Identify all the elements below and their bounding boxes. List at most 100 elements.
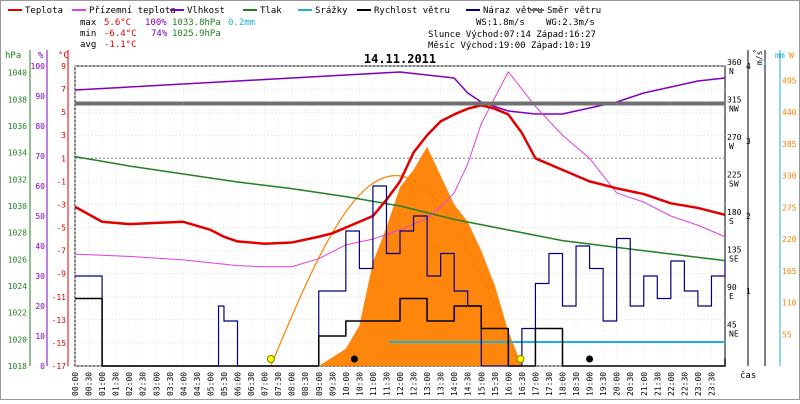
time-tick-5: 02:30 <box>139 372 148 396</box>
deg-unit: ° <box>752 49 757 58</box>
time-tick-4: 02:00 <box>125 372 134 396</box>
time-tick-23: 11:30 <box>382 372 391 396</box>
sunset-marker <box>516 355 525 363</box>
time-tick-9: 04:30 <box>193 372 202 396</box>
pct-tick-10: 0 <box>40 362 45 371</box>
temp-tick-9: -9 <box>56 270 66 279</box>
hpa-tick-5: 1030 <box>8 202 27 211</box>
time-tick-18: 09:00 <box>315 372 324 396</box>
temp-unit: °C <box>58 51 69 61</box>
w-unit: W <box>789 51 794 60</box>
time-tick-11: 05:30 <box>220 372 229 396</box>
hpa-unit: hPa <box>5 51 21 61</box>
hpa-tick-1: 1038 <box>8 95 27 104</box>
time-tick-2: 01:00 <box>98 372 107 396</box>
deg-dir-0: N <box>729 67 734 76</box>
w-tick-6: 165 <box>782 267 797 276</box>
time-tick-36: 18:00 <box>559 372 568 396</box>
time-tick-46: 23:00 <box>694 372 703 396</box>
plot-group <box>74 71 726 367</box>
ms-tick-3: 1 <box>746 287 751 296</box>
temperature-line <box>74 103 726 245</box>
stat-min-label: min <box>80 29 96 39</box>
moonset-marker <box>350 355 358 363</box>
time-tick-16: 08:00 <box>288 372 297 396</box>
time-tick-14: 07:00 <box>261 372 270 396</box>
time-tick-44: 22:00 <box>667 372 676 396</box>
hpa-tick-0: 1040 <box>8 69 27 78</box>
stat-avg-label: avg <box>80 40 96 50</box>
pct-tick-5: 50 <box>35 212 45 221</box>
pct-unit: % <box>38 51 44 61</box>
deg-tick-2: 270 <box>727 133 742 142</box>
pct-tick-0: 100 <box>31 62 46 71</box>
w-tick-1: 440 <box>782 108 797 117</box>
time-tick-22: 11:00 <box>369 372 378 396</box>
legend-label-6: Náraz větru <box>483 6 543 16</box>
time-tick-3: 01:30 <box>112 372 121 396</box>
legend-label-1: Přízemní teplota <box>89 6 176 16</box>
info-ws: WS:1.8m/s <box>476 18 525 28</box>
temp-tick-10: -11 <box>52 293 67 302</box>
chart-title: 14.11.2011 <box>364 52 436 66</box>
moonrise-marker <box>586 355 594 363</box>
hpa-tick-4: 1032 <box>8 175 27 184</box>
deg-tick-6: 90 <box>727 283 737 292</box>
pct-tick-8: 20 <box>35 302 45 311</box>
hpa-tick-11: 1018 <box>8 362 27 371</box>
ms-tick-1: 3 <box>746 137 751 146</box>
time-tick-47: 23:30 <box>707 372 716 396</box>
time-tick-31: 15:30 <box>491 372 500 396</box>
time-tick-17: 08:30 <box>301 372 310 396</box>
temp-tick-2: 5 <box>61 108 66 117</box>
stat-min-hum: 74% <box>151 29 168 39</box>
hpa-tick-3: 1034 <box>8 149 27 158</box>
time-tick-28: 14:00 <box>450 372 459 396</box>
pct-tick-3: 70 <box>35 152 45 161</box>
ms-unit: m/s <box>755 50 764 65</box>
pct-tick-7: 30 <box>35 272 45 281</box>
stat-max-press: 1033.8hPa <box>172 18 221 28</box>
w-tick-4: 275 <box>782 203 797 212</box>
time-tick-13: 06:30 <box>247 372 256 396</box>
hpa-tick-7: 1026 <box>8 255 27 264</box>
legend-label-4: Srážky <box>315 6 348 16</box>
mm-tick-0: 1 <box>762 59 767 68</box>
time-tick-43: 21:30 <box>653 372 662 396</box>
time-tick-27: 13:30 <box>437 372 446 396</box>
hpa-tick-2: 1036 <box>8 122 27 131</box>
temp-tick-11: -13 <box>52 316 67 325</box>
time-tick-39: 19:30 <box>599 372 608 396</box>
time-tick-29: 14:30 <box>464 372 473 396</box>
legend-label-3: Tlak <box>260 6 282 16</box>
wind-speed-line <box>75 297 726 367</box>
wind-gust-line <box>75 185 726 367</box>
pct-tick-9: 10 <box>35 332 45 341</box>
info-sun: Slunce Východ:07:14 Západ:16:27 <box>428 30 596 40</box>
info-moon: Měsíc Východ:19:00 Západ:10:19 <box>428 41 591 51</box>
time-tick-34: 17:00 <box>531 372 540 396</box>
time-tick-26: 13:00 <box>423 372 432 396</box>
time-tick-32: 16:00 <box>504 372 513 396</box>
time-tick-40: 20:00 <box>613 372 622 396</box>
time-tick-20: 10:00 <box>342 372 351 396</box>
x-axis-label: čas <box>740 370 756 381</box>
hpa-tick-10: 1020 <box>8 335 27 344</box>
deg-dir-2: W <box>729 142 734 151</box>
time-tick-12: 06:00 <box>234 372 243 396</box>
w-tick-7: 110 <box>782 299 797 308</box>
temp-tick-1: 7 <box>61 85 66 94</box>
solar-max-line <box>270 175 521 367</box>
pct-tick-1: 90 <box>35 92 45 101</box>
time-tick-45: 22:30 <box>680 372 689 396</box>
ground-temp-line <box>74 71 726 268</box>
time-tick-0: 00:00 <box>71 372 80 396</box>
temp-tick-7: -5 <box>56 224 66 233</box>
deg-tick-3: 225 <box>727 171 742 180</box>
ms-tick-2: 2 <box>746 212 751 221</box>
w-tick-2: 385 <box>782 140 797 149</box>
temp-tick-12: -15 <box>52 339 67 348</box>
w-tick-0: 495 <box>782 76 797 85</box>
stat-max-rain: 0.2mm <box>228 18 255 28</box>
time-tick-38: 19:00 <box>586 372 595 396</box>
